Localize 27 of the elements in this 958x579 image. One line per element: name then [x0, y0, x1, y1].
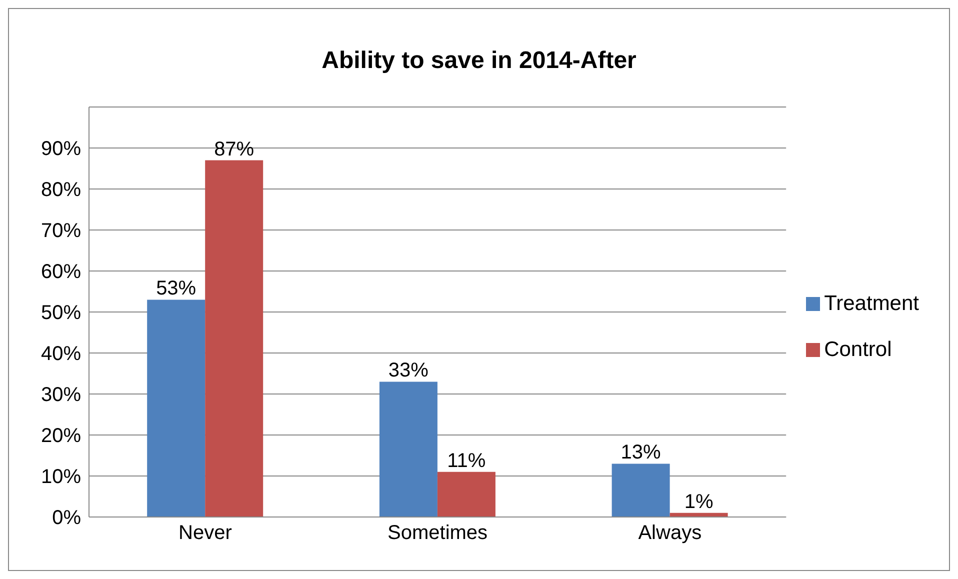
x-tick-label: Never: [178, 522, 232, 544]
bar: [205, 160, 264, 517]
data-label: 1%: [684, 490, 714, 513]
data-label: 53%: [156, 278, 196, 300]
y-tick-label: 0%: [52, 507, 82, 530]
data-label: 33%: [388, 360, 429, 382]
y-tick-label: 90%: [40, 138, 82, 160]
chart-title: Ability to save in 2014-After: [320, 47, 638, 76]
y-tick-label: 10%: [40, 466, 82, 488]
data-label: 11%: [447, 450, 486, 472]
y-tick-label: 50%: [40, 302, 82, 324]
x-tick-label: Always: [638, 522, 702, 544]
bar: [147, 300, 206, 517]
y-tick-label: 40%: [40, 343, 82, 366]
y-tick-label: 60%: [40, 261, 82, 284]
bar: [612, 464, 670, 517]
x-tick-label: Sometimes: [388, 522, 488, 544]
data-label: 87%: [214, 138, 254, 160]
bar: [379, 382, 438, 517]
bar: [437, 472, 496, 517]
y-tick-label: 20%: [40, 425, 82, 448]
y-tick-label: 30%: [40, 384, 82, 406]
data-label: 13%: [620, 442, 662, 464]
y-tick-label: 70%: [40, 220, 82, 242]
legend-label: Control: [824, 338, 892, 361]
legend-label: Treatment: [824, 292, 919, 315]
y-tick-label: 80%: [40, 179, 82, 202]
